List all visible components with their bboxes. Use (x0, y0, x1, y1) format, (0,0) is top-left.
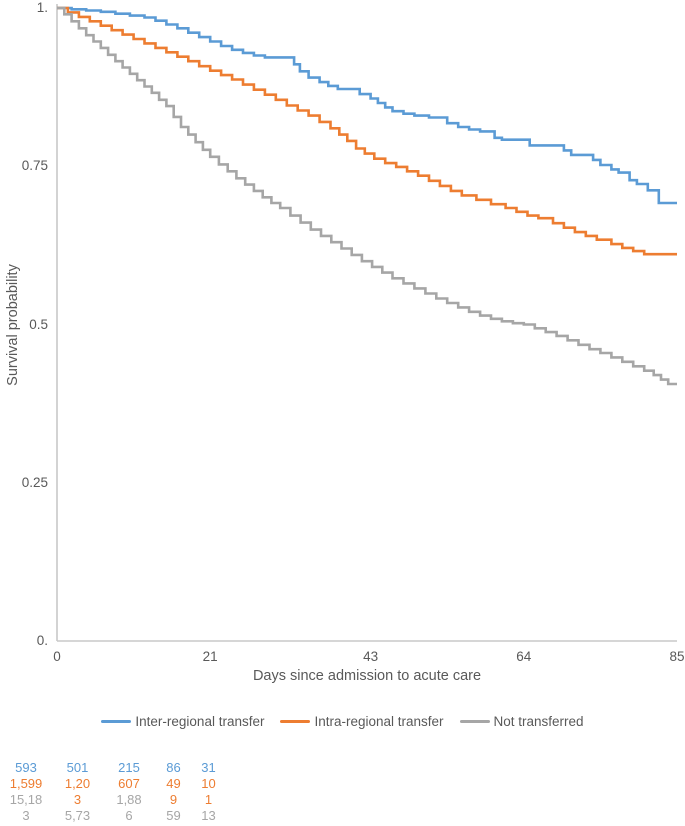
risk-count: 9 (169, 792, 178, 807)
survival-curve-gray (57, 6, 677, 386)
risk-count: 59 (166, 808, 181, 823)
legend-item: Not transferred (459, 714, 584, 729)
x-tick-label: 0 (53, 649, 61, 664)
legend-label: Not transferred (493, 714, 584, 729)
legend-item: Inter-regional transfer (101, 714, 264, 729)
y-tick-label: 0.25 (21, 474, 48, 490)
risk-count: 1 (204, 792, 213, 807)
risk-count: 49 (166, 776, 181, 791)
survival-curve-blue (57, 6, 677, 205)
risk-count: 13 (201, 808, 216, 823)
risk-count: 1,599 (9, 776, 43, 791)
survival-curve-orange (57, 6, 677, 256)
x-tick-label: 85 (669, 649, 685, 664)
y-tick-label: 1. (36, 0, 48, 15)
risk-count: 86 (166, 760, 181, 775)
risk-count: 10 (201, 776, 216, 791)
x-axis-title: Days since admission to acute care (252, 668, 482, 684)
legend-line-swatch (280, 719, 311, 724)
legend-line-swatch (101, 719, 132, 724)
legend-item: Intra-regional transfer (280, 714, 444, 729)
risk-count: 607 (118, 776, 140, 791)
risk-count: 1,88 (116, 792, 142, 807)
legend-line-swatch (459, 719, 490, 724)
risk-count: 501 (66, 760, 89, 775)
risk-count: 15,18 (9, 792, 43, 807)
legend-label: Inter-regional transfer (135, 714, 265, 729)
y-tick-label: 0. (36, 633, 48, 648)
risk-count: 593 (15, 760, 37, 775)
y-tick-label: 0.5 (29, 316, 48, 332)
risk-count: 31 (201, 760, 216, 775)
risk-count: 3 (73, 792, 82, 807)
risk-count: 6 (125, 808, 133, 823)
risk-count: 5,73 (64, 808, 91, 823)
legend-label: Intra-regional transfer (314, 714, 444, 729)
x-tick-label: 43 (363, 649, 379, 664)
x-tick-label: 64 (516, 649, 532, 664)
x-tick-label: 21 (202, 649, 218, 664)
risk-count: 215 (118, 760, 140, 775)
risk-count: 1,20 (64, 776, 91, 791)
risk-count: 3 (22, 808, 30, 823)
legend: Inter-regional transfer Intra-regional tr… (0, 714, 685, 729)
y-tick-label: 0.75 (21, 158, 48, 174)
